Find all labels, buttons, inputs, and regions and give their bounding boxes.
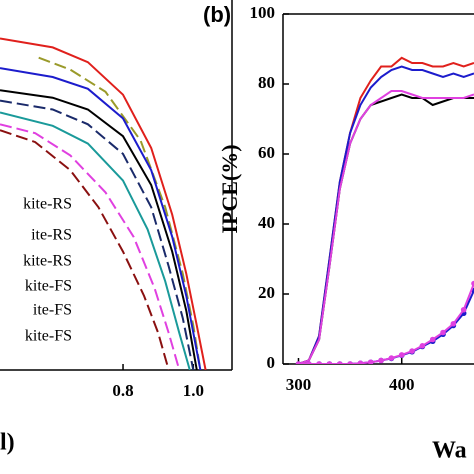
marker [419, 343, 426, 349]
x-tick-label: 300 [286, 375, 312, 394]
y-axis-label: IPCE(%) [217, 144, 242, 233]
y-tick-label: 100 [250, 3, 276, 22]
legend-label: ite-RS [31, 227, 72, 244]
marker [347, 361, 353, 364]
legend-label: kite-FS [25, 278, 72, 295]
marker [429, 336, 436, 343]
marker [471, 280, 474, 287]
legend-label: kite-RS [23, 196, 72, 213]
x-axis-label: Wa [432, 438, 467, 464]
series-line [298, 93, 474, 364]
marker [367, 359, 374, 364]
x-tick-label: 400 [389, 375, 415, 394]
marker [450, 320, 457, 327]
marker [357, 360, 364, 364]
series-line [0, 129, 170, 370]
panel-label: (b) [203, 2, 231, 27]
marker [316, 361, 322, 364]
marker [378, 357, 384, 364]
marker [336, 361, 343, 364]
x-axis-label: l) [0, 430, 15, 456]
marker [295, 361, 302, 364]
series-line [0, 99, 195, 370]
legend-label: ite-FS [33, 302, 72, 319]
series-line [0, 37, 207, 370]
series-line [0, 89, 198, 370]
plot-area [0, 37, 207, 370]
series-line [298, 90, 474, 364]
series-line [298, 65, 474, 364]
marker [440, 329, 446, 336]
marker [306, 361, 312, 364]
legend-label: kite-RS [23, 253, 72, 270]
series-line [0, 67, 202, 370]
series-line [0, 111, 191, 370]
plot-area [295, 56, 474, 364]
y-tick-label: 40 [258, 213, 275, 232]
series-line [298, 56, 474, 364]
marker [388, 355, 395, 361]
marker [398, 352, 405, 358]
series-line [0, 123, 181, 370]
marker [460, 306, 467, 313]
y-tick-label: 20 [258, 283, 275, 302]
legend-label: kite-FS [25, 328, 72, 345]
x-tick-label: 1.0 [183, 381, 204, 400]
marker [326, 361, 333, 364]
y-tick-label: 80 [258, 73, 275, 92]
marker [409, 348, 415, 354]
y-tick-label: 0 [267, 353, 276, 372]
y-tick-label: 60 [258, 143, 275, 162]
x-tick-label: 0.8 [112, 381, 133, 400]
